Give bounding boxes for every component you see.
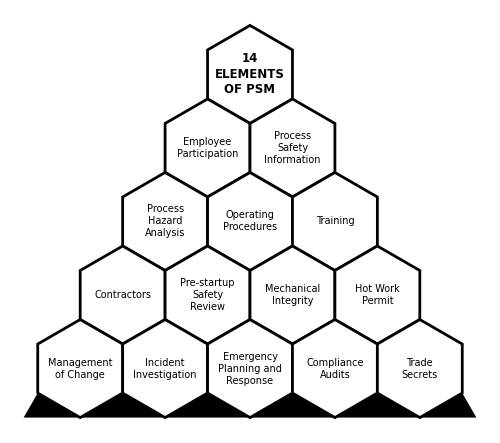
Text: Training: Training [316,217,354,226]
Text: Process
Safety
Information: Process Safety Information [264,131,320,165]
Text: Management
of Change: Management of Change [48,358,112,380]
Polygon shape [38,319,122,418]
Text: Hot Work
Permit: Hot Work Permit [355,284,400,306]
Text: Mechanical
Integrity: Mechanical Integrity [265,284,320,306]
Text: Trade
Secrets: Trade Secrets [402,358,438,380]
Text: Compliance
Audits: Compliance Audits [306,358,364,380]
Polygon shape [250,99,335,197]
Text: Process
Hazard
Analysis: Process Hazard Analysis [145,205,186,238]
Polygon shape [122,319,208,418]
Polygon shape [165,99,250,197]
Text: Pre-startup
Safety
Review: Pre-startup Safety Review [180,278,235,312]
Polygon shape [250,246,335,344]
Polygon shape [335,246,420,344]
Polygon shape [208,172,292,271]
Text: Employee
Participation: Employee Participation [177,137,238,159]
Polygon shape [292,172,378,271]
Polygon shape [292,319,378,418]
Polygon shape [80,246,165,344]
Polygon shape [24,25,476,418]
Polygon shape [208,319,292,418]
Text: Contractors: Contractors [94,290,151,300]
Polygon shape [122,172,208,271]
Text: 14
ELEMENTS
OF PSM: 14 ELEMENTS OF PSM [215,52,285,97]
Polygon shape [165,246,250,344]
Text: Incident
Investigation: Incident Investigation [134,358,197,380]
Polygon shape [378,319,462,418]
Text: Operating
Procedures: Operating Procedures [223,210,277,233]
Polygon shape [208,25,292,124]
Text: Emergency
Planning and
Response: Emergency Planning and Response [218,352,282,385]
